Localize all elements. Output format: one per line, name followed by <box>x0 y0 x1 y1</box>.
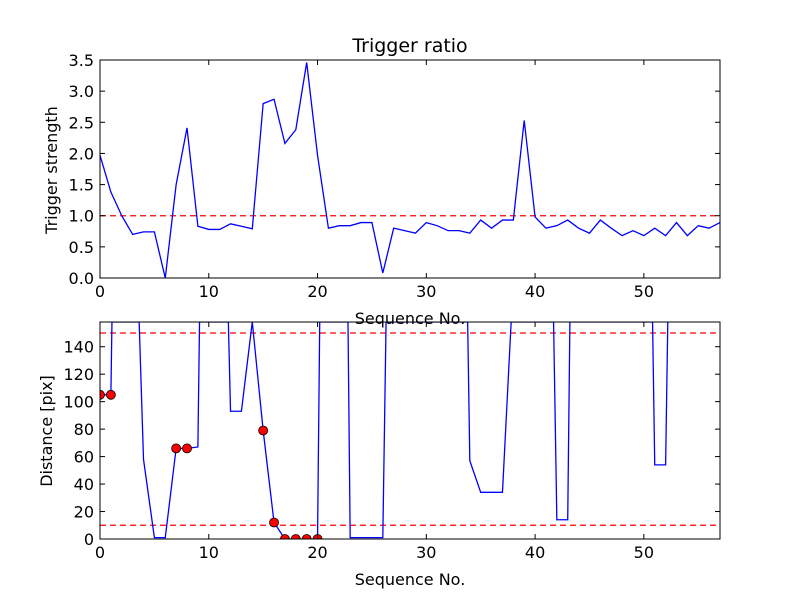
y-tick-label: 80 <box>74 420 94 439</box>
x-tick-label: 10 <box>199 543 219 562</box>
x-tick-label: 0 <box>95 282 105 301</box>
y-tick-label: 3.0 <box>69 82 94 101</box>
y-tick-label: 2.0 <box>69 144 94 163</box>
plot-frame <box>99 59 721 279</box>
y-tick-label: 2.5 <box>69 113 94 132</box>
y-tick-label: 40 <box>74 475 94 494</box>
x-tick-label: 20 <box>307 282 327 301</box>
data-point <box>269 517 279 528</box>
data-point <box>301 534 312 539</box>
data-point <box>182 443 192 454</box>
data-point <box>100 389 105 400</box>
series-line <box>100 62 720 278</box>
y-tick-label: 140 <box>63 338 94 357</box>
data-point <box>105 389 116 400</box>
data-point <box>280 534 290 539</box>
data-point <box>290 534 301 539</box>
x-tick-label: 50 <box>634 543 654 562</box>
x-tick-label: 30 <box>416 543 436 562</box>
x-axis-label: Sequence No. <box>355 570 466 589</box>
y-tick-label: 1.0 <box>69 207 94 226</box>
x-tick-label: 40 <box>525 282 545 301</box>
y-tick-label: 3.5 <box>69 51 94 70</box>
x-tick-label: 0 <box>95 543 105 562</box>
x-tick-label: 10 <box>199 282 219 301</box>
y-axis-label: Distance [pix] <box>37 375 56 487</box>
panel-trigger-ratio: Trigger ratio Sequence No. Trigger stren… <box>42 35 721 328</box>
y-tick-label: 100 <box>63 393 94 412</box>
x-axis-label: Sequence No. <box>355 309 466 328</box>
y-tick-label: 0 <box>84 530 94 549</box>
plot-frame <box>99 321 721 540</box>
plot-area <box>100 62 720 278</box>
data-point <box>171 443 182 454</box>
plot-area <box>100 322 720 539</box>
x-tick-label: 20 <box>307 543 327 562</box>
panel-distance: Sequence No. Distance [pix] 0 10 20 30 40 50 0… <box>37 321 721 589</box>
y-tick-label: 120 <box>63 365 94 384</box>
y-axis-label: Trigger strength <box>42 106 61 235</box>
series-line <box>100 322 669 539</box>
x-tick-label: 30 <box>416 282 436 301</box>
data-point <box>258 425 269 436</box>
y-tick-label: 20 <box>74 503 94 522</box>
y-tick-label: 60 <box>74 448 94 467</box>
y-tick-label: 1.5 <box>69 176 94 195</box>
x-tick-label: 50 <box>634 282 654 301</box>
y-tick-label: 0.5 <box>69 238 94 257</box>
chart-title: Trigger ratio <box>351 35 467 57</box>
x-tick-label: 40 <box>525 543 545 562</box>
y-tick-label: 0.0 <box>69 269 94 288</box>
